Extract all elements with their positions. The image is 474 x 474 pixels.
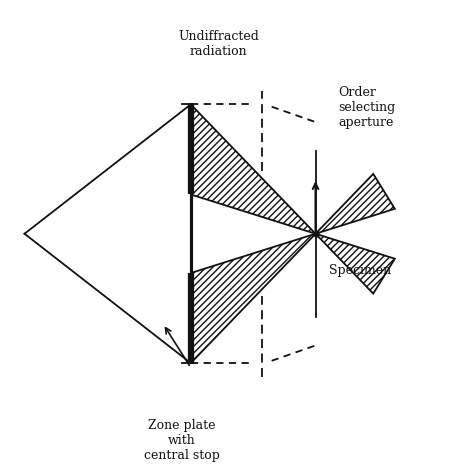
Polygon shape bbox=[191, 104, 316, 234]
Text: Order
selecting
aperture: Order selecting aperture bbox=[338, 86, 396, 129]
Text: Zone plate
with
central stop: Zone plate with central stop bbox=[144, 419, 219, 462]
Text: Specimen: Specimen bbox=[329, 264, 392, 277]
Polygon shape bbox=[316, 174, 395, 234]
Text: Undiffracted
radiation: Undiffracted radiation bbox=[178, 30, 259, 58]
Polygon shape bbox=[316, 234, 395, 293]
Polygon shape bbox=[191, 234, 316, 363]
